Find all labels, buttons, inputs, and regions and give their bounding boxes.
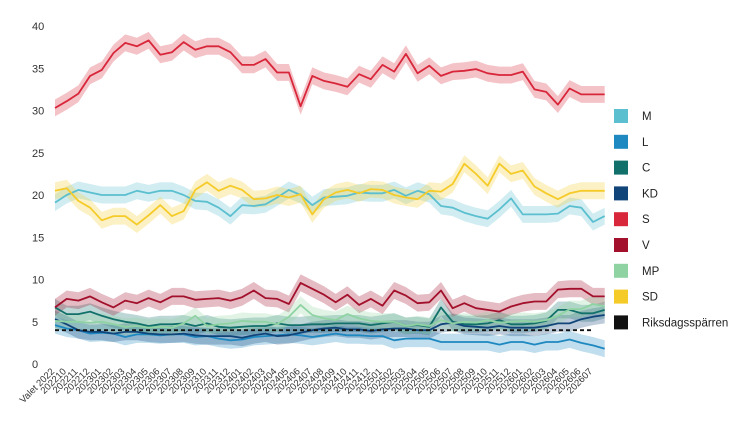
x-axis: Valet 2022202210202211202212202301202302… xyxy=(18,366,595,405)
band-s xyxy=(55,31,605,117)
y-tick-label: 15 xyxy=(32,232,44,244)
y-tick-label: 10 xyxy=(32,275,44,287)
legend: M L C KD S V MP SD Riksdagsspärren xyxy=(614,109,728,330)
legend-swatch-sd xyxy=(614,289,628,304)
band-l xyxy=(55,316,605,358)
legend-label-kd: KD xyxy=(642,188,658,200)
y-tick-label: 25 xyxy=(32,148,44,160)
series-line-s xyxy=(54,39,605,109)
y-tick-label: 0 xyxy=(32,359,38,371)
band-sd xyxy=(55,155,605,233)
series-line-m xyxy=(54,188,606,223)
legend-label-riksdagsspärren: Riksdagsspärren xyxy=(642,317,728,329)
legend-label-c: C xyxy=(642,163,650,175)
legend-swatch-m xyxy=(614,109,628,123)
series-line-mp xyxy=(54,303,605,329)
y-tick-label: 40 xyxy=(32,21,44,33)
legend-label-mp: MP xyxy=(642,266,660,278)
legend-swatch-c xyxy=(614,160,628,175)
series-line-kd xyxy=(54,314,605,339)
legend-label-v: V xyxy=(642,240,650,252)
legend-label-s: S xyxy=(642,214,650,226)
band-v xyxy=(55,274,605,321)
series-lines xyxy=(54,39,606,350)
legend-swatch-riksdagsspärren xyxy=(614,315,628,330)
legend-swatch-s xyxy=(614,212,628,227)
y-tick-label: 5 xyxy=(32,317,38,329)
series-line-v xyxy=(54,281,605,313)
legend-swatch-l xyxy=(614,134,628,149)
legend-label-sd: SD xyxy=(642,292,658,304)
legend-label-l: L xyxy=(642,137,649,149)
series-line-l xyxy=(54,324,605,350)
y-tick-label: 35 xyxy=(32,63,44,75)
legend-swatch-v xyxy=(614,238,628,252)
y-tick-label: 20 xyxy=(32,190,44,202)
y-tick-label: 30 xyxy=(32,106,44,118)
series-line-c xyxy=(54,306,605,329)
series-line-sd xyxy=(54,162,605,226)
y-axis: 0 5 10 15 20 25 30 35 40 xyxy=(32,21,44,371)
legend-swatch-mp xyxy=(614,263,628,278)
legend-swatch-kd xyxy=(614,186,628,201)
uncertainty-bands xyxy=(55,31,605,358)
legend-label-m: M xyxy=(642,111,652,123)
